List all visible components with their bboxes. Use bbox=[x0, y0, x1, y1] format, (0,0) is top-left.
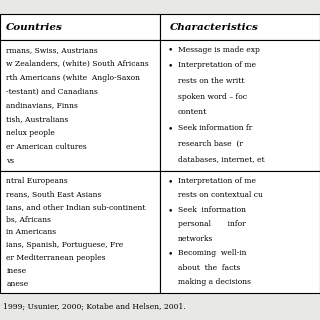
Text: 1999; Usunier, 2000; Kotabe and Helsen, 2001.: 1999; Usunier, 2000; Kotabe and Helsen, … bbox=[3, 302, 186, 310]
FancyBboxPatch shape bbox=[160, 14, 320, 40]
Text: Countries: Countries bbox=[6, 23, 63, 32]
Text: ians, and other Indian sub-continent: ians, and other Indian sub-continent bbox=[6, 203, 146, 211]
Text: reans, South East Asians: reans, South East Asians bbox=[6, 190, 102, 198]
Text: er American cultures: er American cultures bbox=[6, 143, 87, 151]
Text: •: • bbox=[168, 124, 173, 133]
Text: personal       infor: personal infor bbox=[178, 220, 245, 228]
FancyBboxPatch shape bbox=[0, 171, 160, 293]
Text: Interpretation of me: Interpretation of me bbox=[178, 177, 256, 185]
Text: •: • bbox=[168, 61, 173, 70]
Text: vs: vs bbox=[6, 157, 14, 165]
Text: -testant) and Canadians: -testant) and Canadians bbox=[6, 88, 98, 96]
Text: Interpretation of me: Interpretation of me bbox=[178, 61, 256, 69]
Text: Seek information fr: Seek information fr bbox=[178, 124, 252, 132]
Text: making a decisions: making a decisions bbox=[178, 278, 251, 286]
Text: Characteristics: Characteristics bbox=[170, 23, 259, 32]
Text: anese: anese bbox=[6, 280, 29, 288]
Text: Message is made exp: Message is made exp bbox=[178, 46, 260, 54]
Text: content: content bbox=[178, 108, 207, 116]
Text: nelux people: nelux people bbox=[6, 129, 55, 137]
Text: Becoming  well-in: Becoming well-in bbox=[178, 249, 246, 257]
FancyBboxPatch shape bbox=[0, 40, 160, 171]
Text: databases, internet, et: databases, internet, et bbox=[178, 156, 264, 164]
Text: •: • bbox=[168, 249, 173, 258]
Text: rmans, Swiss, Austrians: rmans, Swiss, Austrians bbox=[6, 46, 98, 54]
Text: bs, Africans: bs, Africans bbox=[6, 216, 52, 224]
FancyBboxPatch shape bbox=[160, 40, 320, 171]
Text: andinavians, Finns: andinavians, Finns bbox=[6, 101, 78, 109]
Text: w Zealanders, (white) South Africans: w Zealanders, (white) South Africans bbox=[6, 60, 149, 68]
Text: •: • bbox=[168, 177, 173, 186]
Text: in Americans: in Americans bbox=[6, 228, 57, 236]
Text: tish, Australians: tish, Australians bbox=[6, 116, 69, 124]
Text: •: • bbox=[168, 46, 173, 55]
Text: er Mediterranean peoples: er Mediterranean peoples bbox=[6, 254, 106, 262]
Text: research base  (r: research base (r bbox=[178, 140, 243, 148]
Text: inese: inese bbox=[6, 267, 27, 275]
Text: spoken word – foc: spoken word – foc bbox=[178, 93, 247, 101]
Text: •: • bbox=[168, 206, 173, 215]
Text: Seek  information: Seek information bbox=[178, 206, 246, 214]
Text: networks: networks bbox=[178, 235, 213, 243]
Text: about  the  facts: about the facts bbox=[178, 264, 240, 272]
FancyBboxPatch shape bbox=[160, 171, 320, 293]
Text: ians, Spanish, Portuguese, Fre: ians, Spanish, Portuguese, Fre bbox=[6, 241, 124, 249]
Text: ntral Europeans: ntral Europeans bbox=[6, 177, 68, 185]
Text: rth Americans (white  Anglo-Saxon: rth Americans (white Anglo-Saxon bbox=[6, 74, 140, 82]
Text: rests on the writt: rests on the writt bbox=[178, 77, 244, 85]
FancyBboxPatch shape bbox=[0, 14, 160, 40]
Text: rests on contextual cu: rests on contextual cu bbox=[178, 191, 262, 199]
